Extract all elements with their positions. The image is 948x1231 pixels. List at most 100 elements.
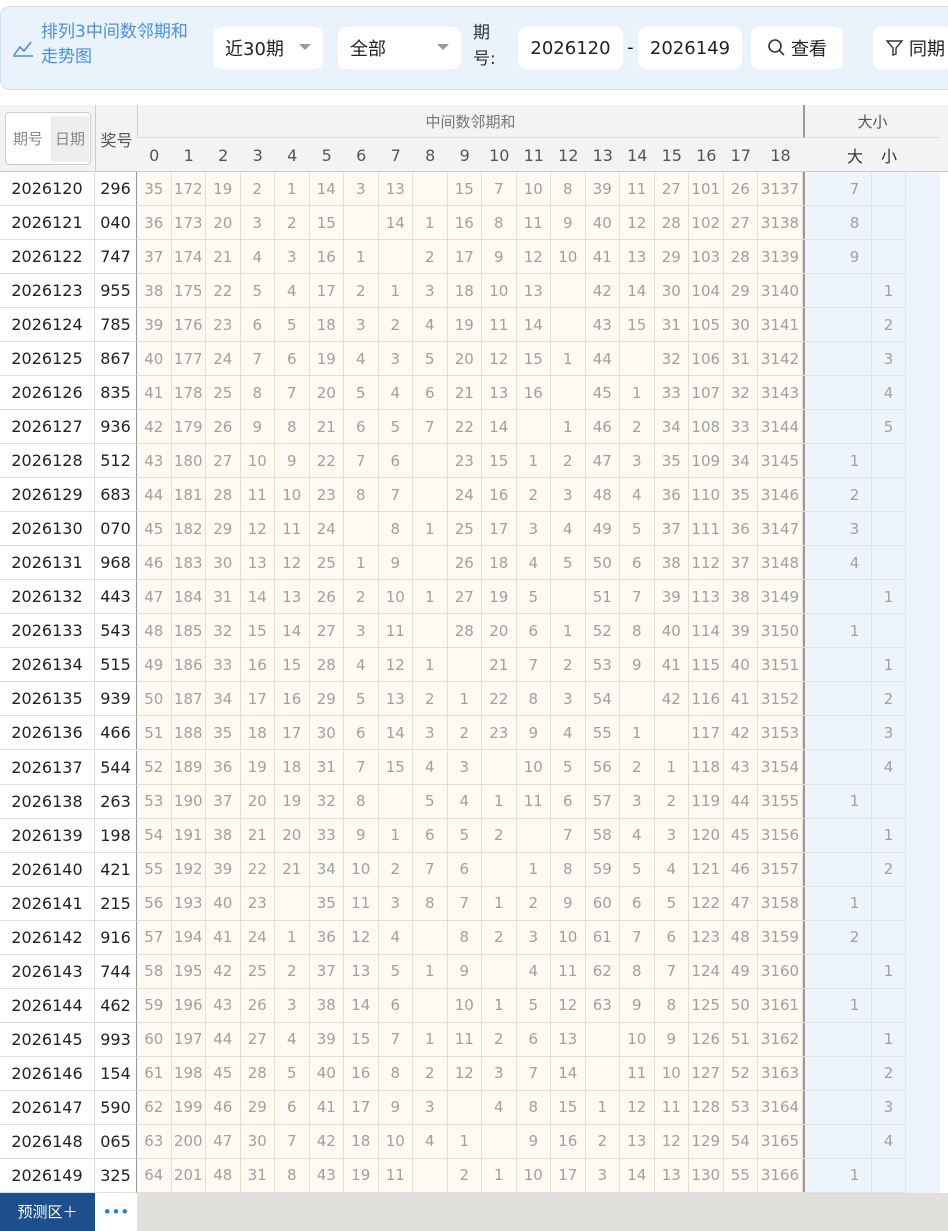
size-cell xyxy=(872,886,906,921)
column-label: 11 xyxy=(523,145,544,165)
cell: 7 xyxy=(516,648,551,683)
cell: 45 xyxy=(585,376,620,411)
cell: 11 xyxy=(447,1022,482,1057)
cell: 16 xyxy=(344,1056,379,1091)
cell xyxy=(551,308,586,343)
cell: 27 xyxy=(206,444,241,479)
size-cell xyxy=(872,444,906,479)
cell: 1 xyxy=(482,784,517,819)
cell: 23 xyxy=(482,716,517,751)
cell: 25 xyxy=(206,376,241,411)
cell: 5 xyxy=(620,852,655,887)
same-period-button[interactable]: 同期 xyxy=(873,27,948,69)
cell: 10 xyxy=(620,1022,655,1057)
cell: 19 xyxy=(482,580,517,615)
cell: 22 xyxy=(309,444,344,479)
cell: 8 xyxy=(620,614,655,649)
cell: 48 xyxy=(137,614,172,649)
cell: 5 xyxy=(447,818,482,853)
column-label: 1 xyxy=(183,145,194,165)
cell: 40 xyxy=(585,206,620,241)
size-blank xyxy=(803,648,838,683)
cell: 2 xyxy=(551,444,586,479)
cell: 33 xyxy=(654,376,689,411)
filter-select[interactable]: 全部 xyxy=(338,27,461,69)
cell: 6 xyxy=(344,716,379,751)
cell: 172 xyxy=(171,172,206,207)
cell: 48 xyxy=(206,1158,241,1193)
cell: 3 xyxy=(240,206,275,241)
cell: 8 xyxy=(482,206,517,241)
size-cell xyxy=(838,274,872,309)
size-blank xyxy=(803,1159,838,1193)
cell: 8 xyxy=(516,682,551,717)
size-blank xyxy=(803,989,838,1023)
cell: 2 xyxy=(447,716,482,751)
cell: 51 xyxy=(723,1022,758,1057)
size-cell: 1 xyxy=(838,886,872,921)
range-select[interactable]: 近30期 xyxy=(213,27,323,69)
cell: 21 xyxy=(447,376,482,411)
cell: 3 xyxy=(551,682,586,717)
cell: 28 xyxy=(309,648,344,683)
period: 2026123 xyxy=(0,274,95,309)
cell: 4 xyxy=(516,546,551,581)
cell: 3 xyxy=(516,920,551,955)
cell: 44 xyxy=(206,1022,241,1057)
cell: 26 xyxy=(240,988,275,1023)
period: 2026144 xyxy=(0,988,95,1023)
size-cell: 4 xyxy=(872,750,906,785)
period-from[interactable]: 2026120 xyxy=(518,27,623,69)
cell: 10 xyxy=(551,240,586,275)
cell: 1 xyxy=(413,648,448,683)
cell: 3 xyxy=(482,1056,517,1091)
cell: 8 xyxy=(620,954,655,989)
cell: 17 xyxy=(240,682,275,717)
size-cell: 4 xyxy=(838,546,872,581)
cell: 180 xyxy=(171,444,206,479)
cell: 1 xyxy=(620,376,655,411)
cell: 16 xyxy=(240,648,275,683)
cell: 41 xyxy=(206,920,241,955)
cell: 1 xyxy=(551,342,586,377)
cell: 8 xyxy=(344,784,379,819)
cell xyxy=(516,410,551,445)
cell: 15 xyxy=(482,444,517,479)
size-cell xyxy=(838,580,872,615)
size-blank xyxy=(803,614,838,649)
cell: 42 xyxy=(309,1124,344,1159)
cell: 3 xyxy=(378,342,413,377)
cell: 11 xyxy=(482,308,517,343)
cell: 3 xyxy=(551,478,586,513)
size-cell xyxy=(838,342,872,377)
period: 2026131 xyxy=(0,546,95,581)
cell: 14 xyxy=(620,274,655,309)
cell: 6 xyxy=(516,614,551,649)
size-cell xyxy=(838,818,872,853)
cell: 49 xyxy=(137,648,172,683)
size-cell: 2 xyxy=(872,1056,906,1091)
period-to[interactable]: 2026149 xyxy=(638,27,742,69)
query-text: 查看 xyxy=(791,39,827,60)
cell: 1 xyxy=(516,852,551,887)
cell: 37 xyxy=(206,784,241,819)
cell: 5 xyxy=(275,1056,310,1091)
cell: 7 xyxy=(516,1056,551,1091)
cell: 7 xyxy=(413,852,448,887)
size-cell xyxy=(838,1124,872,1159)
cell: 30 xyxy=(723,308,758,343)
cell: 29 xyxy=(654,240,689,275)
cell: 57 xyxy=(137,920,172,955)
cell: 52 xyxy=(137,750,172,785)
cell: 2 xyxy=(620,750,655,785)
cell: 3 xyxy=(620,784,655,819)
chart-icon xyxy=(13,41,33,57)
cell: 54 xyxy=(137,818,172,853)
query-button[interactable]: 查看 xyxy=(751,27,843,69)
cell: 2 xyxy=(516,478,551,513)
cell: 11 xyxy=(516,206,551,241)
cell: 6 xyxy=(551,784,586,819)
draw-number: 936 xyxy=(95,410,137,445)
cell: 179 xyxy=(171,410,206,445)
cell: 46 xyxy=(206,1090,241,1125)
